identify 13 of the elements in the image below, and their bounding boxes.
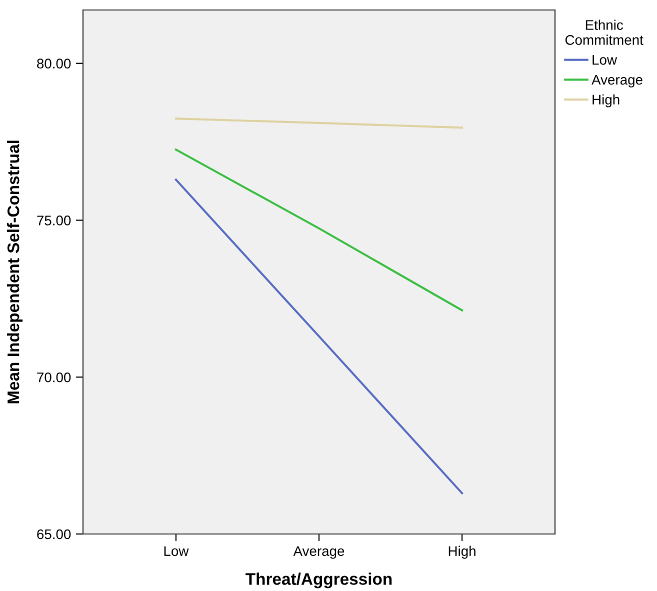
y-tick-label: 75.00 [37, 216, 71, 226]
y-tick-label: 65.00 [37, 529, 71, 540]
legend-title: Ethnic Commitment [565, 20, 644, 45]
legend-label: Low [592, 55, 618, 65]
y-axis-title: Mean Independent Self-Construal [7, 140, 23, 404]
x-axis-title: Threat/Aggression [246, 572, 392, 588]
x-tick-label: Low [164, 546, 189, 556]
x-tick-label: High [448, 546, 476, 559]
legend-label: High [592, 94, 620, 108]
legend-label: Average [592, 74, 642, 88]
y-tick-label: 70.00 [37, 372, 71, 382]
y-tick-label: 80.00 [37, 58, 71, 69]
x-tick-label: Average [293, 546, 344, 559]
